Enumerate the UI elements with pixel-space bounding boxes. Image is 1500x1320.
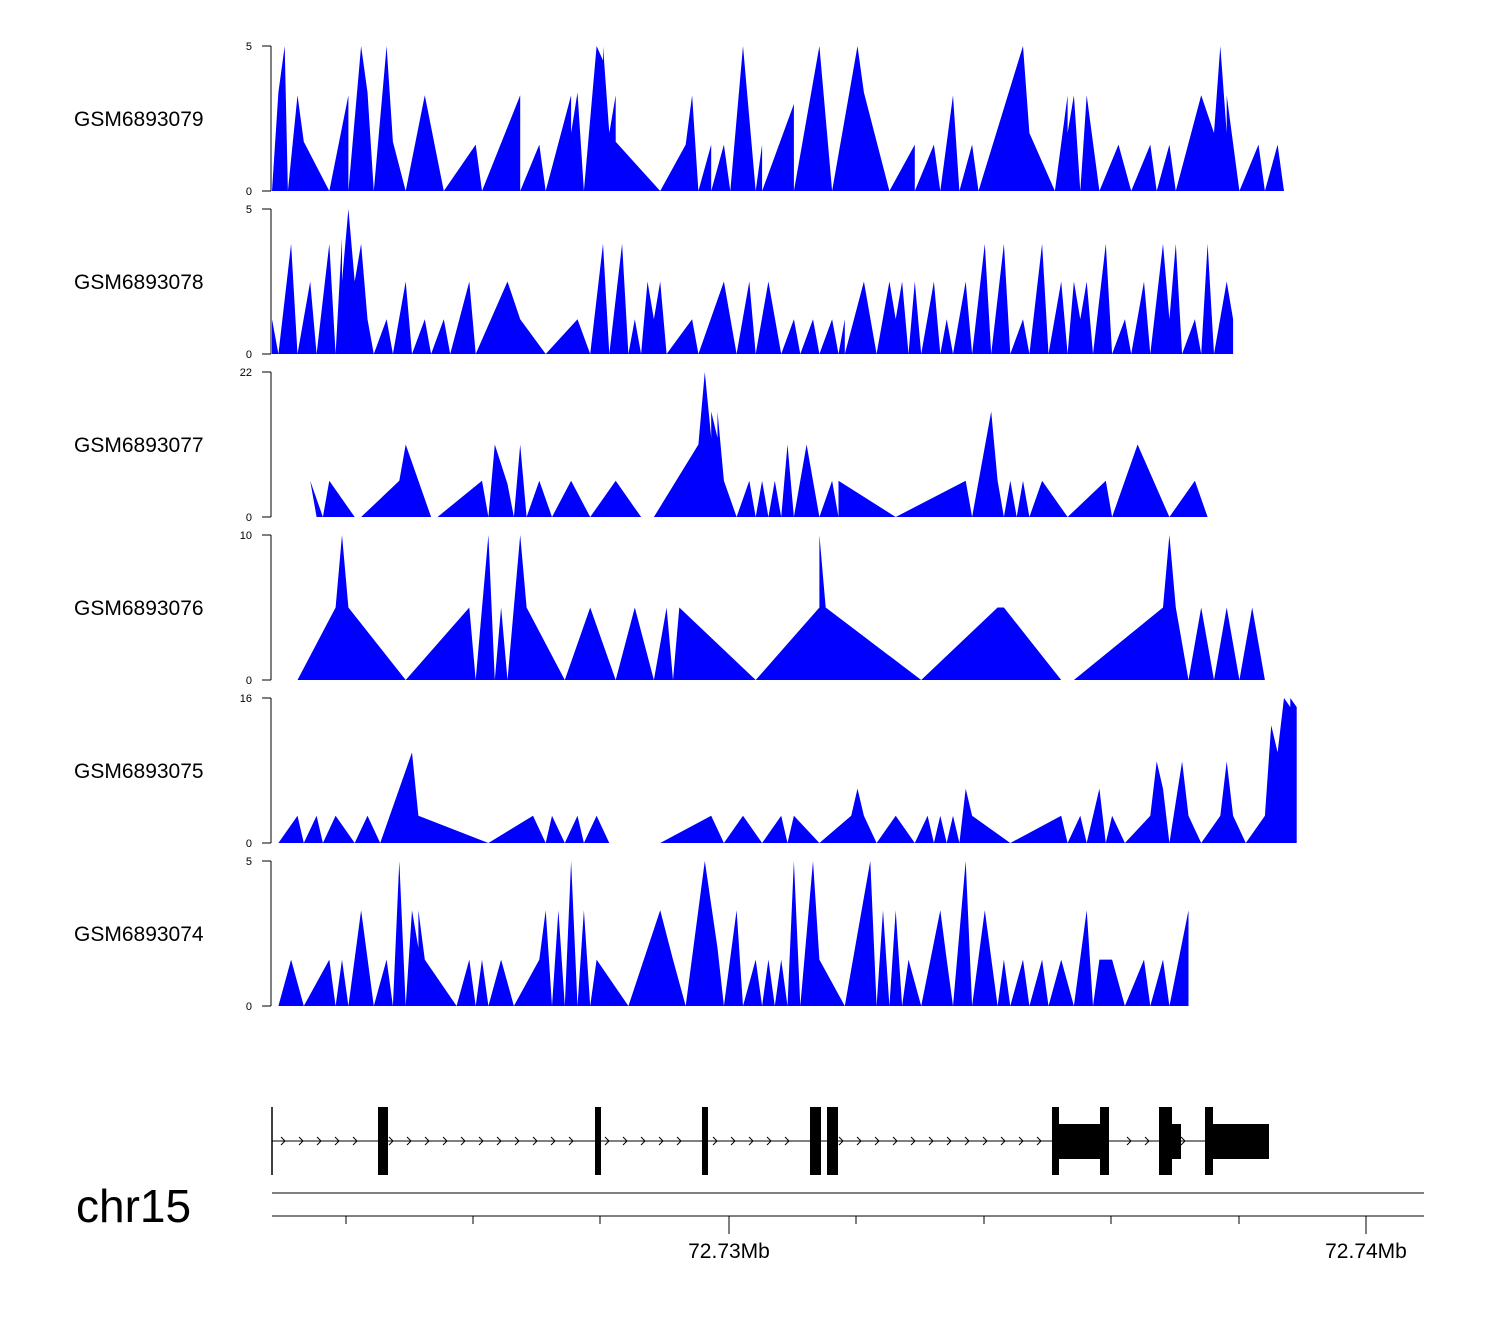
coverage-area (272, 209, 1234, 354)
utr-block (1213, 1124, 1269, 1159)
exon-block (810, 1107, 821, 1175)
chromosome-label: chr15 (76, 1180, 191, 1232)
exon-block (1159, 1107, 1172, 1175)
y-tick-label-max: 5 (246, 204, 252, 216)
x-tick-label: 72.73Mb (688, 1240, 770, 1263)
track-GSM6893074: GSM6893074 5 0 (74, 856, 1189, 1013)
strand-arrow (622, 1136, 628, 1146)
y-tick-label-max: 5 (246, 41, 252, 53)
exon-block (595, 1107, 601, 1175)
y-tick-label-min: 0 (246, 349, 252, 361)
track-label: GSM6893076 (74, 597, 204, 620)
strand-arrow (946, 1136, 952, 1146)
exon-block (702, 1107, 708, 1175)
strand-arrow (532, 1136, 538, 1146)
y-tick-label-min: 0 (246, 512, 252, 524)
strand-arrow (748, 1136, 754, 1146)
strand-arrow (1036, 1136, 1042, 1146)
coverage-area (272, 46, 1284, 191)
strand-arrow (712, 1136, 718, 1146)
strand-arrow (676, 1136, 682, 1146)
track-GSM6893078: GSM6893078 5 0 (74, 204, 1234, 361)
strand-arrow (388, 1136, 394, 1146)
strand-arrow (298, 1136, 304, 1146)
strand-arrow (874, 1136, 880, 1146)
strand-arrow (964, 1136, 970, 1146)
strand-arrow (352, 1136, 358, 1146)
strand-arrow (514, 1136, 520, 1146)
strand-arrow (316, 1136, 322, 1146)
exon-block (378, 1107, 388, 1175)
strand-arrow (280, 1136, 286, 1146)
track-label: GSM6893078 (74, 271, 204, 294)
exon-block (1052, 1107, 1059, 1175)
strand-arrow (442, 1136, 448, 1146)
x-tick-label: 72.74Mb (1325, 1240, 1407, 1263)
coverage-area (297, 535, 1265, 680)
exon-block (1100, 1107, 1109, 1175)
track-GSM6893077: GSM6893077 22 0 (74, 367, 1208, 524)
strand-arrow (640, 1136, 646, 1146)
y-tick-label-min: 0 (246, 838, 252, 850)
strand-arrow (658, 1136, 664, 1146)
track-GSM6893075: GSM6893075 16 0 (74, 693, 1297, 850)
y-tick-label-min: 0 (246, 1001, 252, 1013)
strand-arrow (838, 1136, 844, 1146)
strand-arrow (982, 1136, 988, 1146)
exon-block (827, 1107, 838, 1175)
coverage-area (272, 372, 1208, 517)
track-label: GSM6893074 (74, 923, 204, 946)
coverage-tracks: GSM689307950GSM689307850GSM6893077220GSM… (74, 41, 1297, 1013)
y-tick-label-min: 0 (246, 186, 252, 198)
strand-arrow (1180, 1136, 1186, 1146)
strand-arrow (928, 1136, 934, 1146)
genome-axis: chr15 72.73Mb 72.74Mb (76, 1180, 1424, 1263)
strand-arrow (730, 1136, 736, 1146)
track-label: GSM6893077 (74, 434, 204, 457)
track-GSM6893079: GSM6893079 5 0 (74, 41, 1284, 198)
utr-block (1059, 1124, 1100, 1159)
strand-arrow (424, 1136, 430, 1146)
y-tick-label-max: 22 (240, 367, 252, 379)
strand-arrow (604, 1136, 610, 1146)
y-tick-label-max: 10 (240, 530, 252, 542)
strand-arrow (334, 1136, 340, 1146)
strand-arrow (478, 1136, 484, 1146)
coverage-area (278, 698, 1297, 843)
coverage-area (278, 861, 1189, 1006)
strand-arrow (892, 1136, 898, 1146)
strand-arrow (496, 1136, 502, 1146)
track-label: GSM6893079 (74, 108, 204, 131)
y-tick-label-max: 5 (246, 856, 252, 868)
utr-block (1172, 1124, 1181, 1159)
track-GSM6893076: GSM6893076 10 0 (74, 530, 1265, 687)
strand-arrow (1126, 1136, 1132, 1146)
exon-block (1205, 1107, 1213, 1175)
y-tick-label-max: 16 (240, 693, 252, 705)
strand-arrow (1000, 1136, 1006, 1146)
strand-arrow (910, 1136, 916, 1146)
strand-arrow (406, 1136, 412, 1146)
strand-arrow (784, 1136, 790, 1146)
strand-arrow (1144, 1136, 1150, 1146)
gene-model (271, 1107, 1269, 1175)
strand-arrow (766, 1136, 772, 1146)
strand-arrow (568, 1136, 574, 1146)
strand-arrow (460, 1136, 466, 1146)
y-tick-label-min: 0 (246, 675, 252, 687)
strand-arrow (1018, 1136, 1024, 1146)
strand-arrow (550, 1136, 556, 1146)
track-label: GSM6893075 (74, 760, 204, 783)
strand-arrow (856, 1136, 862, 1146)
